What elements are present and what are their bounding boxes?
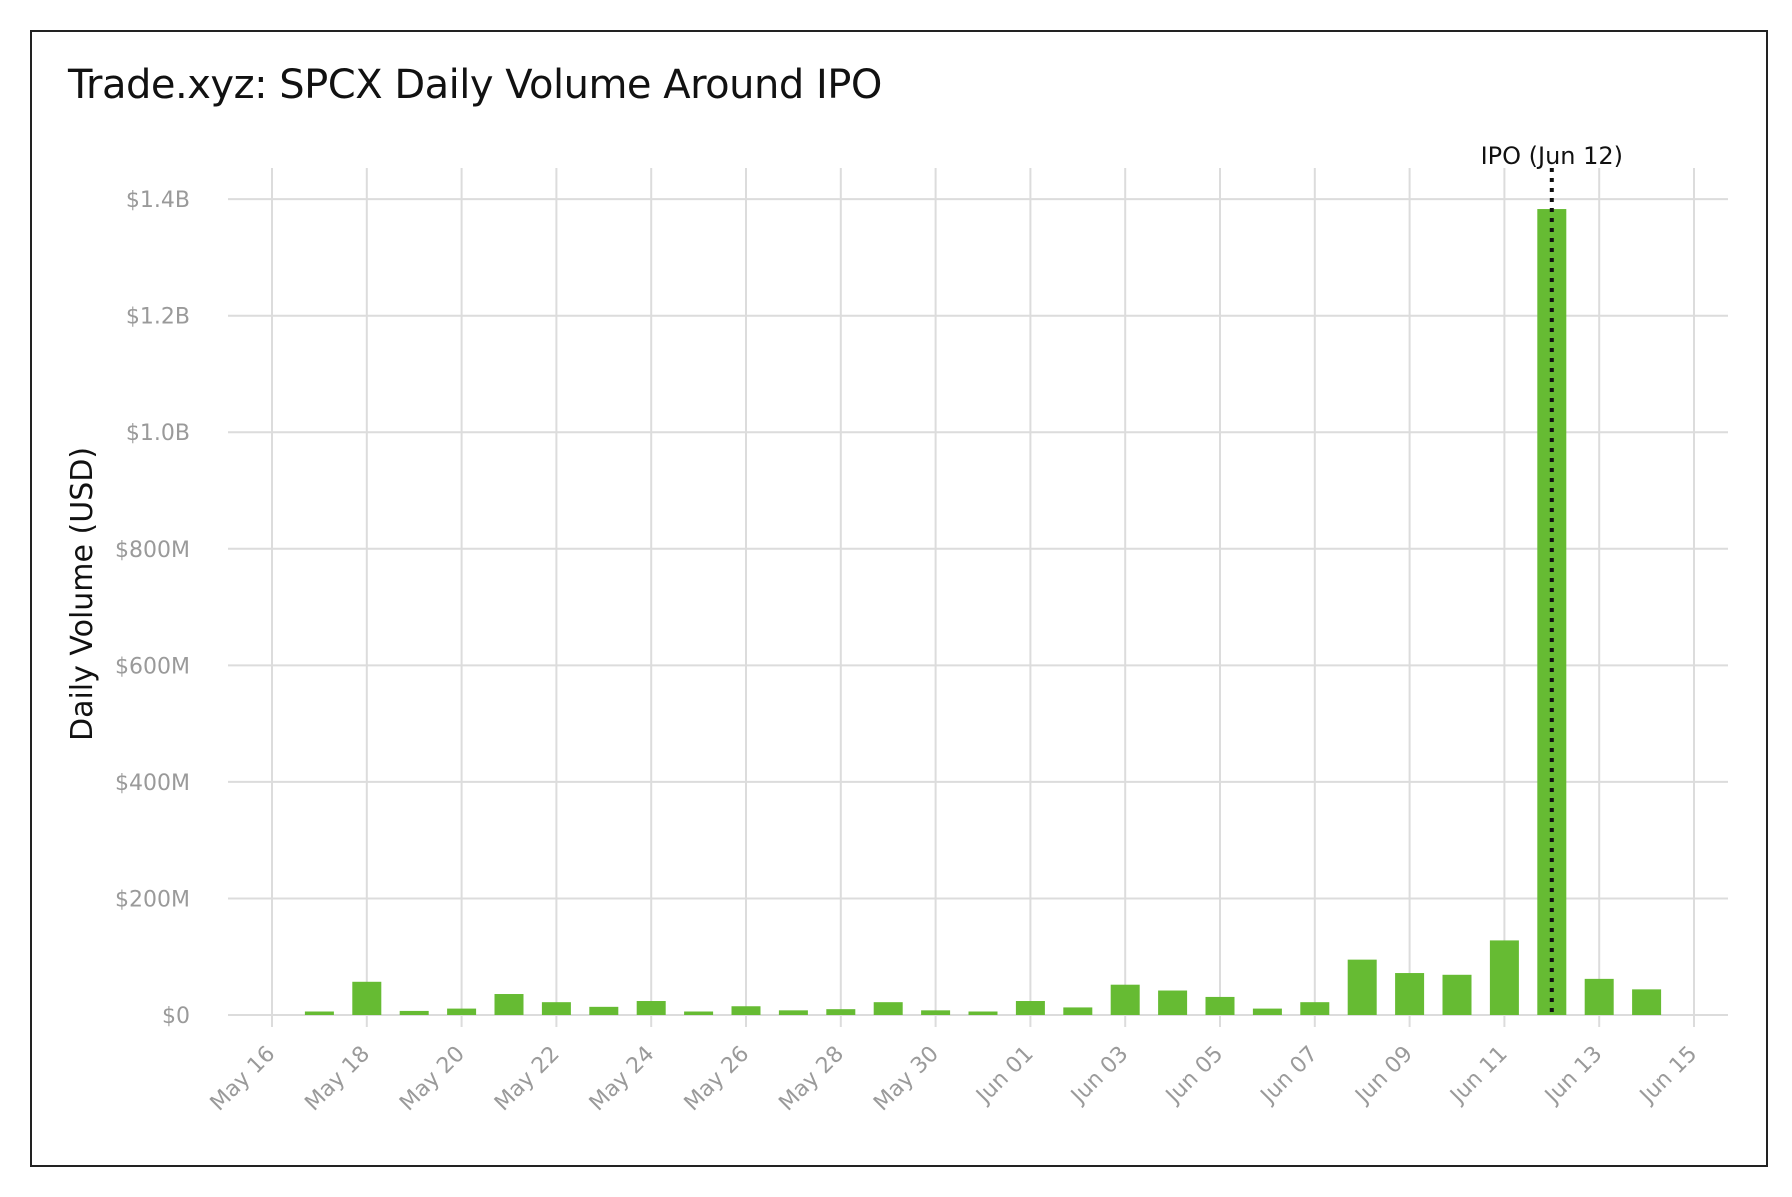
bar [1158,990,1188,1015]
x-tick-label: May 24 [585,1042,660,1117]
bar [1442,974,1472,1015]
bar [399,1010,429,1015]
bars-layer [304,209,1662,1016]
x-tick-label: Jun 09 [1350,1042,1418,1110]
bar [589,1006,619,1015]
y-tick-label: $1.4B [126,188,190,213]
bar [1395,973,1425,1015]
bar [1300,1002,1330,1015]
bar [494,994,524,1015]
x-tick-label: Jun 05 [1160,1042,1228,1110]
x-tick-label: Jun 03 [1065,1042,1133,1110]
grid-layer [228,168,1728,1027]
y-tick-label: $600M [115,654,190,679]
bar [826,1009,856,1015]
bar [921,1010,951,1015]
x-tick-label: May 26 [680,1042,755,1117]
bar [1347,959,1377,1015]
x-tick-label: Jun 13 [1539,1042,1607,1110]
bar [304,1011,334,1015]
bar [1632,989,1662,1015]
bar [731,1006,761,1015]
bar [968,1011,998,1015]
bar [1205,996,1235,1015]
bar [352,981,382,1015]
annotation-layer: IPO (Jun 12) [1481,142,1623,1015]
bar [541,1002,571,1015]
x-tick-label: May 30 [869,1042,944,1117]
bar [1015,1001,1045,1015]
bar [636,1001,666,1015]
x-tick-label: Jun 01 [970,1042,1038,1110]
x-tick-label: Jun 15 [1634,1042,1702,1110]
x-tick-label: May 28 [774,1042,849,1117]
x-tick-label: May 20 [395,1042,470,1117]
bar [1489,940,1519,1015]
x-tick-label: May 18 [300,1042,375,1117]
chart-frame [30,30,1768,1167]
bar [778,1010,808,1015]
ipo-annotation-label: IPO (Jun 12) [1481,142,1623,170]
bar [873,1002,903,1015]
y-tick-label: $200M [115,887,190,912]
bar [1063,1007,1093,1015]
x-tick-label: May 22 [490,1042,565,1117]
y-axis-label: Daily Volume (USD) [65,447,100,741]
x-tick-label: May 16 [206,1042,281,1117]
bar [1110,984,1140,1015]
x-tick-label: Jun 11 [1444,1042,1512,1110]
y-tick-label: $400M [115,771,190,796]
x-tick-label: Jun 07 [1255,1042,1323,1110]
y-tick-label: $1.2B [126,305,190,330]
bar [447,1008,477,1015]
bar [684,1011,714,1015]
y-tick-label: $800M [115,538,190,563]
bar [1252,1008,1282,1015]
chart-title: Trade.xyz: SPCX Daily Volume Around IPO [68,62,882,108]
y-tick-label: $0 [162,1004,190,1029]
y-tick-label: $1.0B [126,421,190,446]
bar [1584,978,1614,1015]
